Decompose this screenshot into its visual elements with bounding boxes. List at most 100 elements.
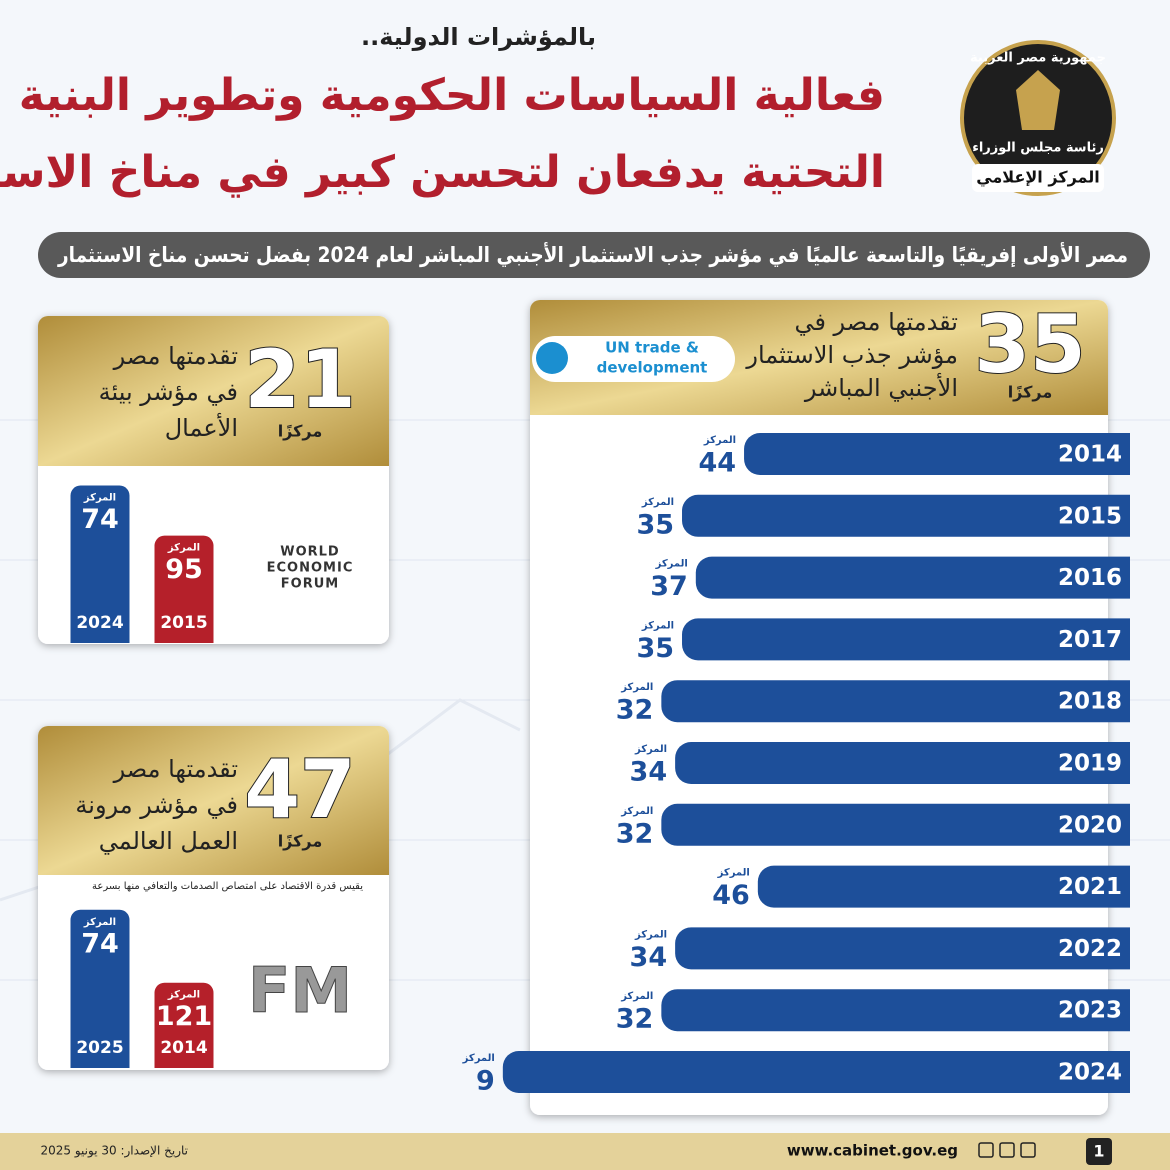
description-line: في مؤشر مرونة	[75, 791, 238, 819]
bar	[70, 909, 130, 1068]
category-label: 2019	[1058, 751, 1122, 777]
bar	[757, 865, 1130, 908]
logo-bottom: المركز الإعلامي	[976, 168, 1100, 188]
bar	[675, 927, 1130, 970]
value-label: 34	[630, 942, 668, 973]
website: www.cabinet.gov.eg	[787, 1142, 958, 1160]
value-prefix: المركز	[620, 682, 653, 693]
value-prefix: المركز	[83, 917, 116, 928]
rank-unit: مركزًا	[278, 422, 323, 441]
category-label: 2023	[1058, 998, 1122, 1024]
value-prefix: المركز	[641, 620, 674, 631]
category-label: 2021	[1058, 874, 1122, 900]
source-logo: development	[597, 359, 708, 377]
footer	[0, 1133, 1170, 1170]
value-label: 32	[616, 1004, 654, 1035]
value-prefix: المركز	[655, 559, 688, 570]
category-label: 2018	[1058, 689, 1122, 715]
value-label: 35	[636, 509, 674, 540]
category-label: 2024	[1058, 1060, 1122, 1086]
value-prefix: المركز	[703, 435, 736, 446]
value-prefix: المركز	[634, 929, 667, 940]
card-header	[38, 316, 389, 466]
value-label: 35	[636, 633, 674, 664]
card-header	[530, 300, 1108, 415]
category-label: 2020	[1058, 812, 1122, 838]
bar	[70, 485, 130, 643]
value-prefix: المركز	[462, 1053, 495, 1064]
value-prefix: المركز	[620, 991, 653, 1002]
category-label: 2022	[1058, 936, 1122, 962]
value-prefix: المركز	[717, 868, 750, 879]
value-prefix: المركز	[167, 990, 200, 1001]
bar	[682, 494, 1130, 537]
value-label: 74	[81, 504, 119, 535]
un-emblem	[536, 342, 568, 374]
source-logo: FORUM	[281, 577, 339, 592]
value-label: 74	[81, 928, 119, 959]
bar	[661, 803, 1130, 846]
category-label: 2015	[1058, 503, 1122, 529]
value-label: 32	[616, 818, 654, 849]
value-label: 46	[712, 880, 750, 911]
description-line: في مؤشر بيئة	[99, 378, 238, 406]
description-line: تقدمتها مصر	[113, 755, 238, 783]
title-line: التحتية يدفعان لتحسن كبير في مناخ الاستث…	[0, 147, 885, 198]
value-prefix: المركز	[83, 493, 116, 504]
description-line: العمل العالمي	[99, 827, 238, 855]
rank-unit: مركزًا	[278, 832, 323, 851]
bar	[695, 556, 1130, 599]
rank-number: 21	[244, 333, 355, 426]
card-header	[38, 726, 389, 875]
banner-text: مصر الأولى إفريقيًا والتاسعة عالميًا في …	[57, 241, 1128, 267]
description-line: الأعمال	[165, 413, 238, 442]
source-logo-box	[532, 336, 735, 382]
bar	[661, 989, 1130, 1032]
kicker: بالمؤشرات الدولية..	[361, 23, 596, 51]
bar	[682, 618, 1130, 661]
category-label: 2024	[76, 613, 123, 633]
source-logo: WORLD	[280, 545, 339, 560]
value-prefix: المركز	[620, 806, 653, 817]
description-line: تقدمتها مصر	[113, 342, 238, 370]
category-label: 2014	[160, 1038, 207, 1058]
page-number: 1	[1093, 1142, 1104, 1161]
category-label: 2014	[1058, 442, 1122, 468]
source-logo: UN trade &	[605, 339, 699, 357]
value-label: 121	[156, 1001, 212, 1032]
logo-top: جمهورية مصر العربية	[970, 51, 1106, 66]
social-icons	[978, 1142, 1036, 1158]
description-line: الأجنبي المباشر	[804, 373, 958, 402]
value-label: 9	[476, 1066, 495, 1097]
value-label: 37	[650, 571, 688, 602]
description-line: تقدمتها مصر في	[794, 308, 958, 336]
rank-number: 35	[974, 298, 1085, 391]
logo: جمهورية مصر العربية رئاسة مجلس الوزراء ا…	[960, 40, 1116, 196]
value-label: 34	[630, 757, 668, 788]
category-label: 2016	[1058, 565, 1122, 591]
bar	[661, 680, 1130, 723]
value-label: 32	[616, 695, 654, 726]
bar	[675, 742, 1130, 784]
description-line: مؤشر جذب الاستثمار	[745, 341, 958, 369]
value-prefix: المركز	[634, 744, 667, 755]
bar	[744, 433, 1130, 475]
title-line: فعالية السياسات الحكومية وتطوير البنية	[19, 70, 885, 121]
rank-number: 47	[244, 743, 355, 836]
bar	[154, 982, 214, 1068]
bar	[154, 535, 214, 643]
source-logo: ECONOMIC	[267, 561, 354, 576]
rank-unit: مركزًا	[1008, 383, 1053, 402]
page-box	[1086, 1138, 1112, 1165]
banner	[38, 232, 1150, 278]
bar	[502, 1051, 1130, 1093]
value-label: 95	[165, 554, 203, 585]
category-label: 2025	[76, 1038, 123, 1058]
source-logo: FM	[248, 954, 352, 1027]
category-label: 2017	[1058, 627, 1122, 653]
note: يقيس قدرة الاقتصاد على امتصاص الصدمات وا…	[92, 881, 363, 892]
value-prefix: المركز	[167, 543, 200, 554]
value-prefix: المركز	[641, 497, 674, 508]
logo-middle: رئاسة مجلس الوزراء	[972, 141, 1104, 156]
